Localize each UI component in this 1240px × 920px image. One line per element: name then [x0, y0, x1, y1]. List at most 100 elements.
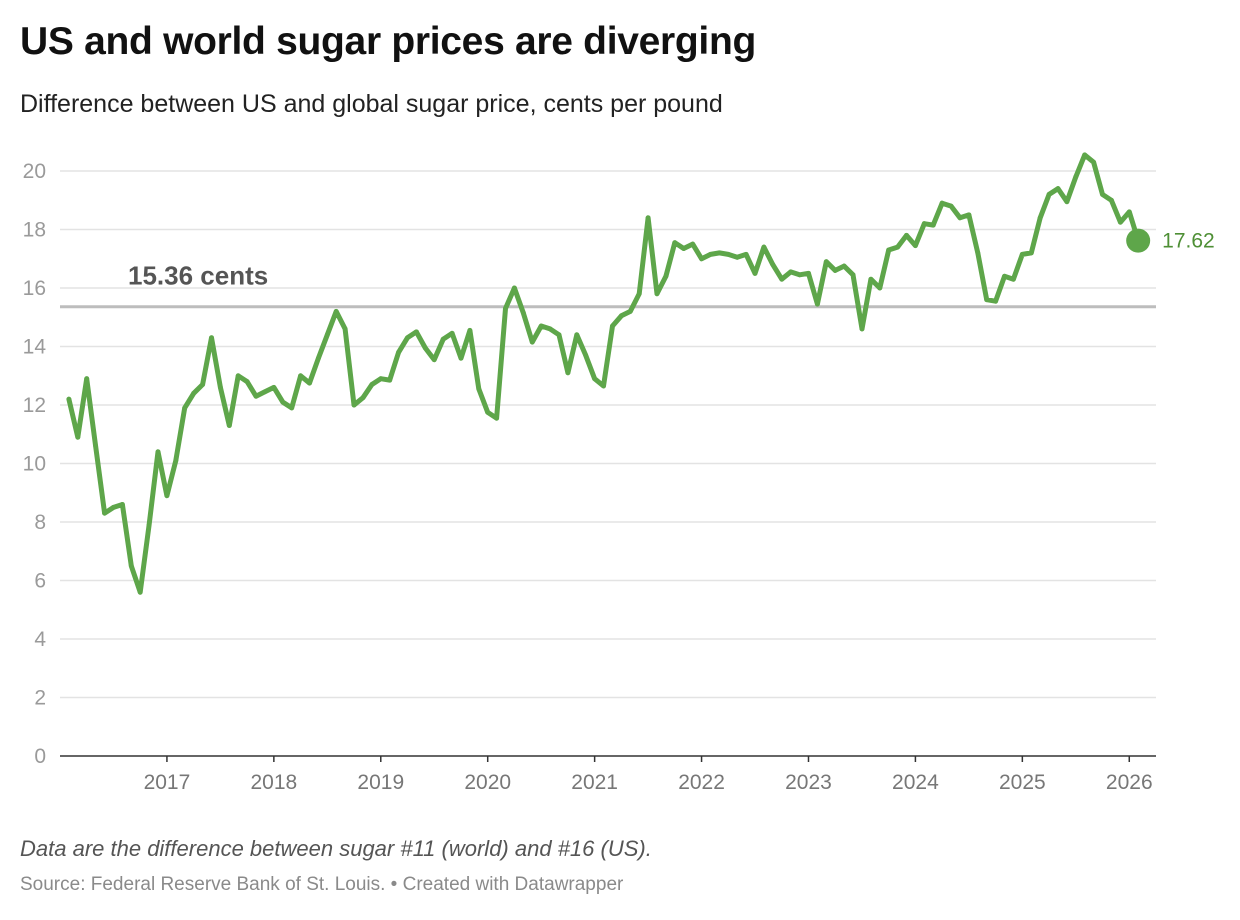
data-point	[699, 256, 704, 262]
data-point	[209, 335, 214, 341]
chart-subtitle: Difference between US and global sugar p…	[20, 90, 723, 118]
data-point	[627, 309, 633, 314]
data-point	[485, 409, 491, 415]
y-axis: 0 2 4 6 8 10 12 14 16 18 20	[23, 160, 47, 768]
data-point	[1073, 174, 1079, 180]
data-point	[743, 251, 749, 257]
data-point	[111, 504, 116, 510]
data-point	[1028, 250, 1034, 256]
data-point	[146, 522, 152, 528]
data-point	[262, 389, 268, 395]
data-point	[217, 385, 223, 390]
data-point	[333, 309, 339, 314]
x-tick-label: 2022	[678, 771, 725, 794]
data-point	[645, 215, 651, 221]
data-point	[708, 251, 713, 257]
data-point	[841, 263, 847, 269]
data-point	[1082, 152, 1088, 158]
data-point	[1064, 199, 1070, 205]
grid-lines	[60, 170, 1156, 699]
data-point	[574, 332, 580, 338]
end-point-marker	[1126, 228, 1151, 253]
data-point	[957, 215, 963, 221]
data-point	[636, 291, 642, 297]
data-point	[155, 449, 161, 455]
y-tick-label: 10	[23, 453, 46, 476]
data-point	[1019, 251, 1025, 257]
x-tick-label: 2021	[571, 771, 618, 794]
data-point	[476, 386, 482, 392]
data-point	[1046, 192, 1052, 197]
data-point	[235, 373, 241, 379]
end-value-label: 17.62	[1162, 230, 1215, 253]
data-point	[226, 423, 232, 428]
data-point	[930, 222, 936, 228]
data-point	[895, 244, 900, 250]
data-point	[1117, 219, 1123, 225]
data-point	[387, 377, 393, 383]
data-point	[271, 385, 277, 390]
x-tick-label: 2019	[357, 771, 404, 794]
data-point	[921, 221, 927, 227]
data-point	[244, 379, 250, 384]
data-point	[556, 332, 562, 338]
x-tick-label: 2024	[892, 771, 939, 794]
x-tick-label: 2026	[1106, 771, 1153, 794]
data-point	[119, 502, 125, 507]
data-point	[307, 380, 312, 386]
data-point	[913, 243, 918, 248]
data-point	[779, 276, 785, 282]
data-point	[806, 270, 811, 276]
data-point	[405, 335, 410, 341]
y-tick-label: 20	[23, 160, 46, 183]
data-point	[440, 336, 446, 342]
data-point	[610, 323, 615, 329]
chart-source: Source: Federal Reserve Bank of St. Loui…	[20, 874, 624, 895]
data-point	[663, 273, 669, 279]
data-point	[1091, 159, 1097, 165]
x-tick-label: 2020	[464, 771, 511, 794]
y-tick-label: 0	[34, 745, 46, 768]
data-point	[1011, 276, 1016, 282]
data-point	[601, 383, 606, 389]
data-point	[396, 349, 402, 355]
data-point	[316, 355, 321, 361]
data-point	[1037, 215, 1043, 221]
data-point	[182, 405, 188, 411]
y-tick-label: 6	[34, 570, 46, 593]
data-point	[565, 370, 571, 376]
data-point	[948, 203, 954, 209]
data-point	[173, 458, 179, 463]
data-point	[975, 250, 981, 256]
data-point	[1055, 186, 1061, 191]
data-point	[939, 200, 945, 206]
data-point	[128, 563, 134, 569]
data-point	[298, 373, 303, 379]
data-point	[868, 276, 874, 282]
y-tick-label: 2	[34, 687, 46, 710]
data-point	[716, 250, 722, 256]
data-point	[289, 405, 295, 411]
data-point	[360, 395, 366, 401]
data-point	[102, 510, 107, 516]
data-point	[324, 332, 330, 338]
data-point	[431, 357, 437, 363]
data-point	[681, 246, 687, 251]
data-point	[904, 232, 909, 238]
data-point	[993, 298, 999, 304]
data-point	[690, 241, 696, 247]
y-tick-label: 8	[34, 511, 46, 534]
data-point	[814, 301, 820, 307]
data-point	[859, 326, 865, 332]
data-point	[984, 297, 990, 303]
data-point	[770, 262, 776, 267]
data-point	[725, 251, 731, 257]
series-line	[66, 152, 1141, 595]
data-point	[200, 382, 205, 387]
data-point	[823, 259, 829, 265]
data-point	[788, 269, 794, 275]
data-point	[280, 399, 286, 405]
data-point	[618, 313, 624, 319]
data-point	[672, 240, 678, 246]
